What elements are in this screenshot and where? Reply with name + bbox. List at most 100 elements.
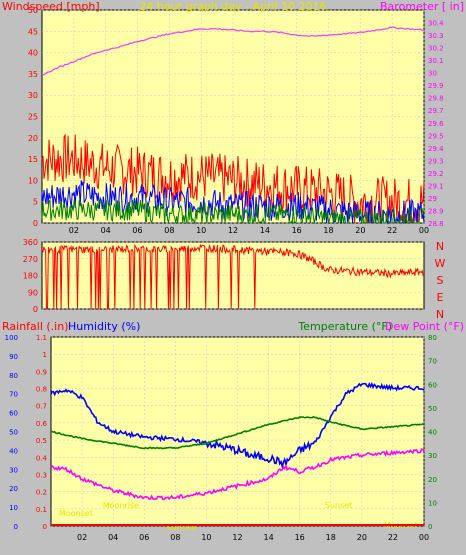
x-tick-label: 04 bbox=[108, 533, 118, 542]
barometer-tick-label: 29.9 bbox=[428, 82, 444, 90]
barometer-line bbox=[41, 26, 425, 76]
rainfall-tick-label: 0 bbox=[43, 523, 47, 531]
x-tick-label: 00 bbox=[419, 533, 429, 542]
temperature-tick-label: 50 bbox=[428, 405, 437, 413]
compass-label: E bbox=[437, 291, 444, 304]
barometer-tick-label: 28.8 bbox=[428, 220, 444, 228]
x-tick-label: 18 bbox=[326, 533, 336, 542]
windspeed-tick-label: 35 bbox=[28, 70, 38, 79]
x-tick-label: 06 bbox=[132, 226, 142, 235]
x-tick-label: 16 bbox=[295, 533, 305, 542]
direction-tick-label: 0 bbox=[33, 305, 38, 314]
temperature-tick-label: 40 bbox=[428, 429, 437, 437]
windspeed-tick-label: 10 bbox=[28, 176, 38, 185]
x-tick-label: 22 bbox=[387, 226, 397, 235]
windspeed-tick-label: 20 bbox=[28, 134, 38, 143]
windspeed-tick-label: 40 bbox=[28, 49, 38, 58]
barometer-tick-label: 30.1 bbox=[428, 57, 444, 65]
rainfall-tick-label: 1 bbox=[43, 351, 47, 359]
rainfall-tick-label: 0.7 bbox=[36, 403, 47, 411]
humidity-tick-label: 30 bbox=[9, 466, 18, 474]
rainfall-tick-label: 0.9 bbox=[36, 368, 47, 376]
rainfall-tick-label: 0.3 bbox=[36, 471, 47, 479]
windspeed-tick-label: 50 bbox=[28, 6, 38, 15]
x-tick-label: 04 bbox=[101, 226, 111, 235]
temperature-tick-label: 0 bbox=[428, 523, 432, 531]
series-line-temperature bbox=[50, 416, 425, 450]
barometer-tick-label: 29.5 bbox=[428, 132, 444, 140]
humidity-tick-label: 70 bbox=[9, 391, 18, 399]
barometer-tick-label: 30 bbox=[428, 70, 437, 78]
windspeed-tick-label: 30 bbox=[28, 91, 38, 100]
humidity-tick-label: 40 bbox=[9, 447, 18, 455]
dewpoint-axis-label: Dew Point (°F) bbox=[385, 320, 464, 333]
x-tick-label: 16 bbox=[292, 226, 302, 235]
windspeed-tick-label: 5 bbox=[33, 198, 38, 207]
direction-tick-label: 180 bbox=[23, 272, 38, 281]
humidity-tick-label: 60 bbox=[9, 410, 18, 418]
temperature-tick-label: 60 bbox=[428, 381, 437, 389]
astro-annotation: Moonrise bbox=[103, 501, 139, 510]
compass-label: N bbox=[436, 240, 444, 253]
x-tick-label: 14 bbox=[263, 533, 273, 542]
barometer-tick-label: 29.7 bbox=[428, 107, 444, 115]
direction-tick-label: 90 bbox=[28, 288, 38, 297]
humidity-tick-label: 90 bbox=[9, 353, 18, 361]
astro-annotation: Sunrise bbox=[167, 523, 197, 532]
humidity-axis-label: Humidity (%) bbox=[68, 320, 140, 333]
direction-tick-label: 270 bbox=[23, 255, 38, 264]
compass-label: N bbox=[436, 308, 444, 321]
x-tick-label: 00 bbox=[419, 226, 429, 235]
temperature-tick-label: 10 bbox=[428, 499, 437, 507]
compass-label: W bbox=[435, 257, 446, 270]
temperature-tick-label: 70 bbox=[428, 358, 437, 366]
windspeed-tick-label: 15 bbox=[28, 155, 38, 164]
astro-annotation: Sunset bbox=[325, 501, 352, 510]
x-tick-label: 20 bbox=[355, 226, 365, 235]
rainfall-tick-label: 0.1 bbox=[36, 506, 47, 514]
humidity-tick-label: 50 bbox=[9, 429, 18, 437]
x-tick-label: 02 bbox=[77, 533, 87, 542]
rainfall-tick-label: 0.2 bbox=[36, 489, 47, 497]
barometer-tick-label: 28.9 bbox=[428, 207, 444, 215]
x-tick-label: 10 bbox=[196, 226, 206, 235]
x-tick-label: 12 bbox=[228, 226, 238, 235]
x-tick-label: 10 bbox=[201, 533, 211, 542]
humidity-tick-label: 0 bbox=[14, 523, 18, 531]
x-tick-label: 18 bbox=[323, 226, 333, 235]
x-tick-label: 12 bbox=[232, 533, 242, 542]
rainfall-tick-label: 1.1 bbox=[36, 334, 47, 342]
windspeed-tick-label: 25 bbox=[28, 113, 38, 122]
series-line-dew-point bbox=[50, 448, 425, 501]
humidity-tick-label: 20 bbox=[9, 485, 18, 493]
x-tick-label: 02 bbox=[69, 226, 79, 235]
temperature-tick-label: 30 bbox=[428, 452, 437, 460]
barometer-tick-label: 29 bbox=[428, 195, 437, 203]
temperature-axis-label: Temperature (°F) bbox=[297, 320, 392, 333]
compass-label: S bbox=[437, 274, 444, 287]
rainfall-tick-label: 0.4 bbox=[36, 454, 48, 462]
barometer-tick-label: 29.6 bbox=[428, 120, 444, 128]
humidity-tick-label: 10 bbox=[9, 504, 18, 512]
windspeed-axis-label: Windspeed [mph] bbox=[2, 0, 100, 13]
astro-annotation: Moonset bbox=[59, 509, 93, 518]
x-tick-label: 08 bbox=[164, 226, 174, 235]
rainfall-tick-label: 0.5 bbox=[36, 437, 47, 445]
wind-direction-line bbox=[41, 243, 425, 310]
rainfall-tick-label: 0.6 bbox=[36, 420, 48, 428]
windspeed-tick-label: 45 bbox=[28, 27, 38, 36]
temperature-tick-label: 80 bbox=[428, 334, 437, 342]
x-tick-label: 22 bbox=[388, 533, 398, 542]
humidity-tick-label: 80 bbox=[9, 372, 18, 380]
x-tick-label: 20 bbox=[357, 533, 367, 542]
barometer-tick-label: 29.3 bbox=[428, 157, 444, 165]
barometer-tick-label: 30.2 bbox=[428, 45, 444, 53]
windspeed-tick-label: 0 bbox=[33, 219, 38, 228]
barometer-tick-label: 29.4 bbox=[428, 145, 444, 153]
temperature-tick-label: 20 bbox=[428, 476, 437, 484]
barometer-tick-label: 30.3 bbox=[428, 32, 444, 40]
direction-tick-label: 360 bbox=[23, 238, 38, 247]
x-tick-label: 14 bbox=[260, 226, 270, 235]
x-tick-label: 08 bbox=[170, 533, 180, 542]
